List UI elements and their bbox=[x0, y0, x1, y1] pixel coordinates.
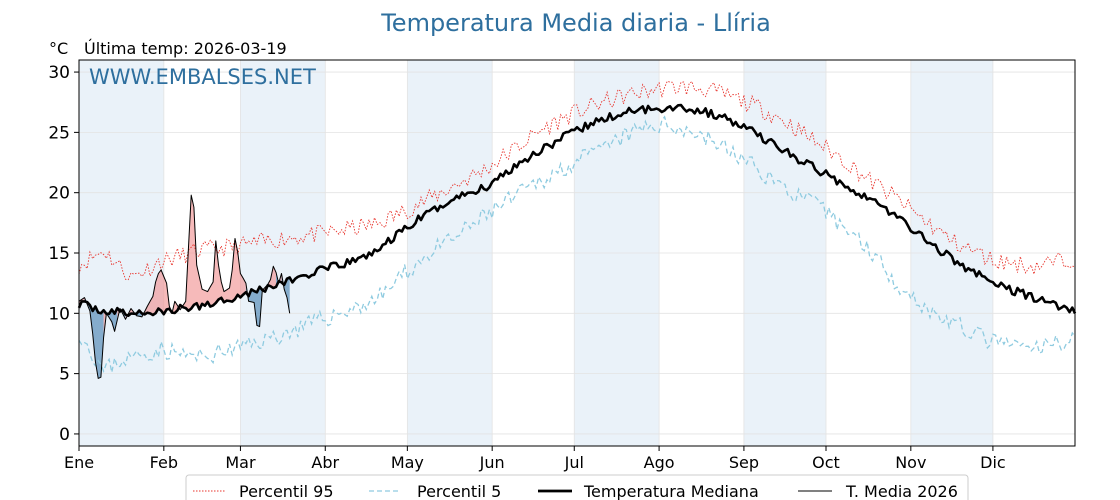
series-p95-line bbox=[78, 80, 1076, 281]
above-median-fill bbox=[180, 195, 246, 311]
x-tick-label: Ago bbox=[644, 453, 675, 472]
series-current-line bbox=[78, 194, 291, 379]
x-axis: Ene Feb Mar Abr May Jun Jul Ago Sep Oct Nov Dic bbox=[64, 446, 1006, 472]
x-tick-label: Abr bbox=[311, 453, 339, 472]
legend-label-current: T. Media 2026 bbox=[845, 482, 958, 500]
grid-lines bbox=[78, 60, 1075, 446]
y-tick-label: 20 bbox=[48, 184, 70, 204]
series-lines bbox=[77, 80, 1077, 379]
y-tick-label: 10 bbox=[48, 304, 70, 324]
series-median-line bbox=[77, 103, 1077, 317]
x-tick-label: Feb bbox=[150, 453, 178, 472]
y-tick-label: 5 bbox=[59, 365, 70, 385]
x-tick-label: Jul bbox=[564, 453, 584, 472]
x-tick-label: Mar bbox=[225, 453, 256, 472]
x-tick-label: Nov bbox=[895, 453, 926, 472]
x-tick-label: Dic bbox=[980, 453, 1006, 472]
unit-label: °C bbox=[49, 39, 68, 58]
series-p5-line bbox=[78, 115, 1076, 374]
x-tick-label: Oct bbox=[812, 453, 840, 472]
y-tick-label: 25 bbox=[48, 123, 70, 143]
legend: Percentil 95 Percentil 5 Temperatura Med… bbox=[185, 474, 969, 500]
below-median-fill bbox=[84, 297, 104, 379]
y-tick-label: 30 bbox=[48, 63, 70, 83]
last-update-label: Última temp: 2026-03-19 bbox=[84, 39, 287, 58]
x-tick-label: May bbox=[391, 453, 424, 472]
above-median-fill bbox=[262, 266, 276, 292]
above-median-fill bbox=[141, 269, 170, 317]
y-tick-label: 15 bbox=[48, 244, 70, 264]
legend-label-p95: Percentil 95 bbox=[239, 482, 334, 500]
y-axis: 0 5 10 15 20 25 30 bbox=[48, 63, 79, 445]
chart-title: Temperatura Media diaria - Llíria bbox=[380, 9, 771, 37]
watermark: WWW.EMBALSES.NET bbox=[89, 65, 316, 89]
legend-label-median: Temperatura Mediana bbox=[583, 482, 759, 500]
legend-box bbox=[185, 474, 969, 500]
x-tick-label: Ene bbox=[64, 453, 94, 472]
x-tick-label: Sep bbox=[729, 453, 759, 472]
legend-label-p5: Percentil 5 bbox=[417, 482, 501, 500]
x-tick-label: Jun bbox=[479, 453, 505, 472]
y-tick-label: 0 bbox=[59, 425, 70, 445]
